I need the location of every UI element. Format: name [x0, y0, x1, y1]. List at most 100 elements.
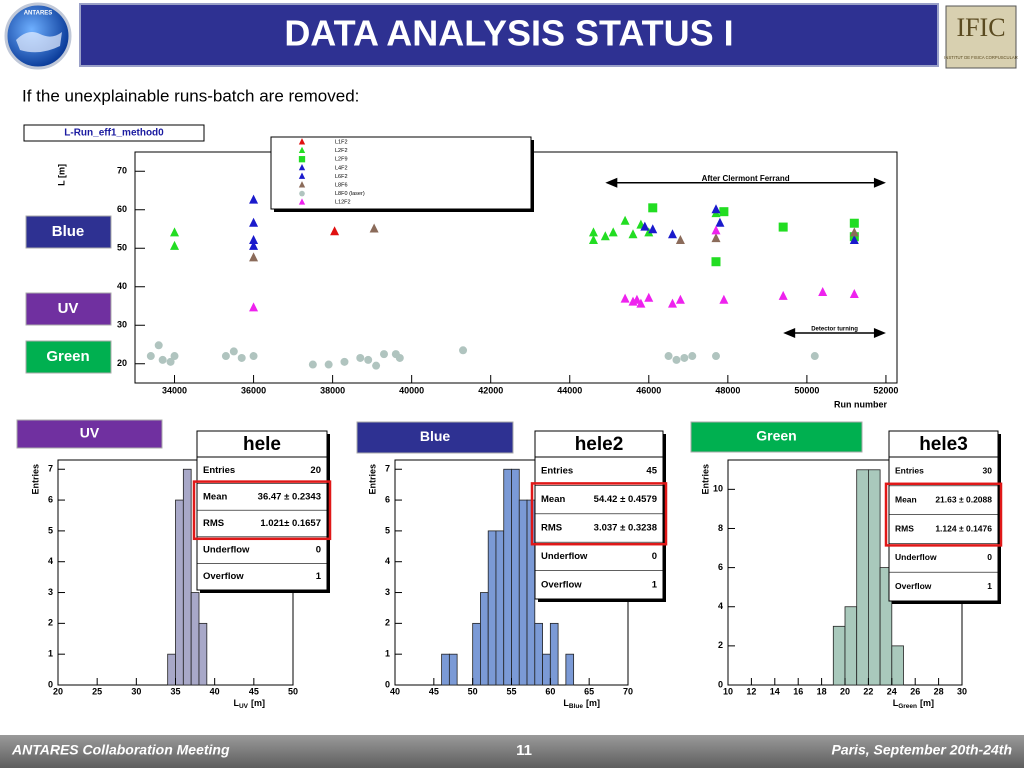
x-label-sub: Green: [898, 703, 917, 710]
point: [298, 163, 306, 171]
bar: [542, 653, 551, 686]
y-tick-label: 5: [48, 525, 53, 535]
footer-left: ANTARES Collaboration Meeting: [11, 742, 230, 758]
x-label-unit: [m]: [251, 698, 265, 708]
x-tick-label: 40000: [399, 385, 424, 395]
point: [364, 355, 373, 364]
legend-label: L4F2: [335, 165, 348, 171]
side-label: Blue: [52, 223, 85, 240]
page-number: 11: [516, 742, 532, 759]
y-tick-label: 0: [385, 679, 390, 689]
point: [810, 352, 819, 361]
point: [298, 138, 306, 145]
x-tick-label: 12: [746, 686, 756, 696]
x-axis-label: Run number: [834, 399, 887, 409]
legend-label: L2F9: [335, 157, 348, 163]
stats-key: Overflow: [541, 579, 582, 590]
point: [668, 298, 678, 308]
point: [459, 346, 468, 355]
stats-title: hele: [243, 434, 281, 455]
chart-title: L-Run_eff1_method0: [64, 128, 164, 139]
y-tick-label: 60: [117, 204, 127, 214]
point: [719, 207, 729, 217]
point: [849, 218, 859, 228]
annotation: After Clermont Ferrand: [702, 174, 790, 183]
stats-key: Mean: [895, 494, 917, 504]
y-tick-label: 20: [117, 358, 127, 368]
y-tick-label: 0: [718, 679, 723, 689]
stats-key: RMS: [203, 518, 224, 529]
point: [675, 294, 685, 304]
stats-box: [888, 430, 999, 602]
bar: [182, 468, 192, 686]
x-label-main: L: [563, 698, 569, 708]
point: [249, 194, 259, 204]
x-tick-label: 20: [840, 686, 850, 696]
stats-value: 0: [316, 545, 321, 556]
x-tick-label: 50: [468, 686, 478, 696]
point: [711, 225, 721, 235]
bar: [480, 592, 489, 686]
point: [170, 240, 180, 250]
legend-label: L6F2: [335, 174, 348, 180]
point: [395, 353, 404, 362]
point: [330, 226, 340, 236]
x-axis-label: LUV [m]: [233, 698, 265, 709]
point: [600, 231, 610, 241]
stats-key: Overflow: [203, 571, 244, 582]
point: [632, 294, 642, 304]
stats-title: hele2: [575, 434, 624, 455]
point: [249, 302, 259, 312]
x-tick-label: 46000: [636, 385, 661, 395]
stats-key: Mean: [541, 494, 565, 505]
bar: [198, 622, 208, 686]
point: [170, 227, 180, 237]
x-axis-label: LBlue [m]: [563, 698, 600, 709]
point: [298, 156, 306, 163]
point: [249, 252, 259, 262]
x-tick-label: 40: [390, 686, 400, 696]
stats-value: 3.037 ± 0.3238: [594, 523, 657, 534]
point: [672, 355, 681, 364]
point: [711, 352, 720, 361]
x-label-main: L: [233, 698, 239, 708]
y-tick-label: 0: [48, 679, 53, 689]
stats-key: Entries: [203, 465, 235, 476]
x-tick-label: 22: [863, 686, 873, 696]
point: [158, 355, 167, 364]
point: [640, 221, 650, 231]
stats-value: 0: [987, 552, 992, 562]
point: [369, 223, 379, 233]
stats-key: Underflow: [895, 552, 937, 562]
x-label-sub: UV: [239, 703, 249, 710]
x-tick-label: 40: [210, 686, 220, 696]
point: [166, 357, 175, 366]
y-axis-label: L [m]: [56, 164, 66, 186]
stats-value: 30: [983, 466, 993, 476]
stats-value: 1: [316, 571, 322, 582]
point: [711, 257, 721, 267]
point: [668, 229, 678, 239]
y-axis-label: Entries: [367, 464, 377, 495]
point: [628, 229, 638, 239]
bar: [190, 592, 200, 686]
x-tick-label: 44000: [557, 385, 582, 395]
point: [588, 227, 598, 237]
stats-key: Entries: [895, 466, 924, 476]
point: [588, 235, 598, 245]
y-tick-label: 8: [718, 523, 723, 533]
tag-box: [356, 421, 514, 454]
x-tick-label: 60: [545, 686, 555, 696]
x-tick-label: 16: [793, 686, 803, 696]
subtitle: If the unexplainable runs-batch are remo…: [22, 86, 359, 105]
bar: [448, 653, 458, 686]
stats-key: Entries: [541, 466, 573, 477]
legend-label: L12F2: [335, 200, 351, 206]
point: [620, 215, 630, 225]
stats-key: Underflow: [203, 545, 250, 556]
point: [298, 146, 306, 154]
point: [664, 352, 673, 361]
bar: [549, 622, 559, 686]
chart-title-box: [23, 124, 205, 142]
point: [308, 360, 317, 369]
